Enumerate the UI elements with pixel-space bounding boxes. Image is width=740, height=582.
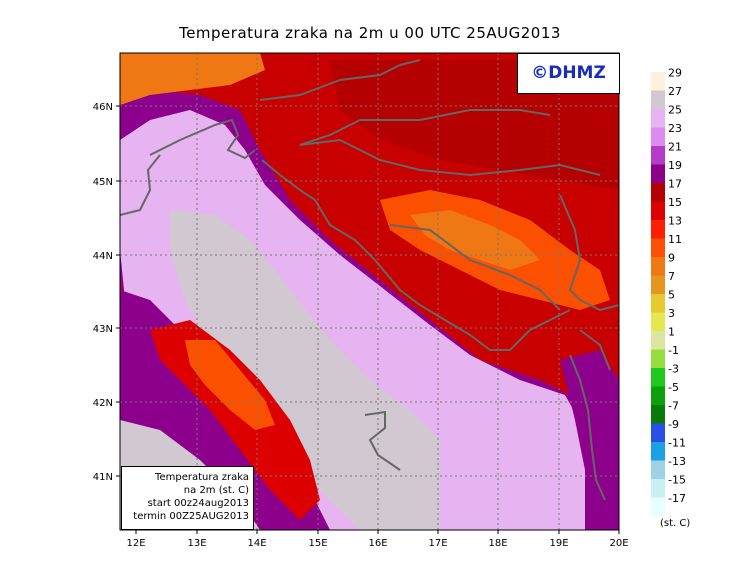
legend-label: 3	[668, 307, 675, 320]
color-legend: -17-15-13-11-9-7-5-3-1135791113151719212…	[651, 67, 686, 516]
croatia-coastline	[261, 159, 571, 351]
legend-swatch	[651, 109, 665, 128]
albania-coastline	[569, 354, 606, 501]
legend-label: 29	[668, 67, 682, 80]
border-4	[389, 224, 561, 311]
grid	[120, 53, 619, 530]
legend-swatch	[651, 423, 665, 442]
legend-label: 7	[668, 270, 675, 283]
legend-label: -5	[668, 381, 679, 394]
italy-east-coastline	[120, 154, 161, 216]
lon-label: 14E	[247, 538, 266, 549]
info-line-2: na 2m (st. C)	[183, 485, 249, 496]
legend-label: 17	[668, 178, 682, 191]
lon-label: 18E	[488, 538, 507, 549]
lat-label: 41N	[93, 472, 113, 483]
axis-ticks	[116, 105, 620, 534]
legend-label: -15	[668, 474, 686, 487]
lon-label: 15E	[308, 538, 327, 549]
lat-label: 43N	[93, 324, 113, 335]
lon-label: 19E	[549, 538, 568, 549]
legend-swatch	[651, 90, 665, 109]
legend-label: -17	[668, 492, 686, 505]
info-line-3: start 00z24aug2013	[147, 498, 249, 509]
legend-swatch	[651, 164, 665, 183]
legend-swatch	[651, 257, 665, 276]
legend-swatch	[651, 294, 665, 313]
coastlines	[120, 59, 619, 501]
lon-label: 16E	[368, 538, 387, 549]
latitude-labels: 46N 45N 44N 43N 42N 41N	[93, 102, 113, 483]
legend-swatch	[651, 460, 665, 479]
legend-label: -11	[668, 437, 686, 450]
info-box: Temperatura zraka na 2m (st. C) start 00…	[121, 466, 254, 530]
dhmz-logo: ©DHMZ	[517, 53, 620, 94]
lon-label: 13E	[187, 538, 206, 549]
longitude-labels: 12E 13E 14E 15E 16E 17E 18E 19E 20E	[126, 538, 628, 549]
map-title: Temperatura zraka na 2m u 00 UTC 25AUG20…	[179, 24, 561, 42]
legend-swatch	[651, 201, 665, 220]
sea-center-light	[170, 210, 440, 530]
border-7	[579, 329, 611, 371]
border-2	[299, 138, 601, 177]
legend-label: 13	[668, 215, 682, 228]
lon-label: 17E	[428, 538, 447, 549]
legend-swatch	[651, 442, 665, 461]
lat-label: 45N	[93, 177, 113, 188]
legend-label: -1	[668, 344, 679, 357]
info-line-1: Temperatura zraka	[155, 472, 249, 483]
legend-label: 25	[668, 104, 682, 117]
italy-south-hot	[185, 340, 275, 430]
legend-swatch	[651, 386, 665, 405]
legend-label: 27	[668, 85, 682, 98]
legend-label: -9	[668, 418, 679, 431]
legend-label: 9	[668, 252, 675, 265]
info-line-4: termin 00Z25AUG2013	[133, 511, 249, 522]
map-field	[120, 53, 619, 530]
legend-swatch	[651, 331, 665, 350]
legend-label: 11	[668, 233, 682, 246]
border-1	[259, 59, 421, 101]
italy-coastline	[149, 118, 256, 160]
legend-unit: (st. C)	[660, 518, 691, 529]
border-5	[559, 194, 582, 301]
balkan-hot-zone	[410, 210, 540, 270]
map-frame	[119, 52, 620, 531]
legend-swatch	[651, 238, 665, 257]
legend-label: -3	[668, 363, 679, 376]
legend-swatch	[651, 312, 665, 331]
border-3	[299, 109, 551, 146]
legend-label: -7	[668, 400, 679, 413]
legend-label: 1	[668, 326, 675, 339]
legend-swatch	[651, 146, 665, 165]
lon-label: 12E	[126, 538, 145, 549]
albania-coast	[560, 350, 619, 530]
legend-swatch	[651, 275, 665, 294]
legend-label: 21	[668, 141, 682, 154]
legend-swatch	[651, 405, 665, 424]
lat-label: 46N	[93, 102, 113, 113]
border-6	[579, 299, 619, 312]
legend-swatch	[651, 220, 665, 239]
legend-swatch	[651, 127, 665, 146]
legend-label: 15	[668, 196, 682, 209]
legend-swatch	[651, 368, 665, 387]
legend-swatch	[651, 349, 665, 368]
legend-swatch	[651, 497, 665, 516]
legend-label: 23	[668, 122, 682, 135]
legend-label: 5	[668, 289, 675, 302]
italy-south-warm	[150, 320, 320, 520]
lon-label: 20E	[609, 538, 628, 549]
lat-label: 42N	[93, 398, 113, 409]
north-italy-warm	[120, 53, 265, 105]
legend-swatch	[651, 72, 665, 91]
legend-label: -13	[668, 455, 686, 468]
legend-swatch	[651, 479, 665, 498]
legend-label: 19	[668, 159, 682, 172]
legend-swatch	[651, 183, 665, 202]
lat-label: 44N	[93, 251, 113, 262]
